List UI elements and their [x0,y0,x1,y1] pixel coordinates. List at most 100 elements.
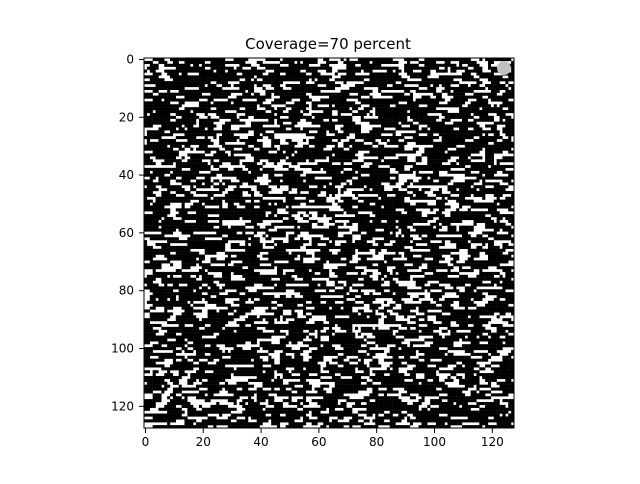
heatmap-cell [305,323,309,328]
heatmap-cell [508,321,514,325]
heatmap-cell [239,202,249,206]
heatmap-cell [311,231,321,235]
heatmap-cell [372,234,382,238]
heatmap-cell [409,179,414,183]
heatmap-cell [392,95,396,99]
heatmap-cell [170,248,176,252]
heatmap-cell [461,295,468,299]
heatmap-cell [198,141,205,145]
heatmap-cell [424,349,434,354]
heatmap-cell [224,78,231,82]
heatmap-cell [196,173,200,177]
heatmap-cell [326,115,335,119]
heatmap-cell [187,118,197,122]
heatmap-cell [305,295,309,299]
heatmap-cell [329,98,338,102]
heatmap-cell [300,193,307,197]
heatmap-cell [378,63,382,67]
heatmap-cell [337,159,344,163]
heatmap-cell [146,277,156,281]
heatmap-cell [222,338,229,342]
heatmap-cell [398,219,402,223]
heatmap-cell [464,321,474,325]
heatmap-cell [282,190,286,195]
heatmap-cell [430,147,437,151]
heatmap-cell [490,136,497,140]
heatmap-cell [248,84,252,88]
heatmap-cell [224,367,229,371]
heatmap-cell [271,199,281,203]
heatmap-cell [461,216,471,221]
heatmap-cell [360,318,367,322]
heatmap-cell [190,164,197,169]
heatmap-cell [401,86,408,90]
heatmap-cell [430,208,434,212]
heatmap-cell [383,292,393,296]
heatmap-cell [438,164,445,169]
heatmap-cell [227,159,237,163]
heatmap-cell [456,283,460,287]
heatmap-cell [175,179,179,183]
heatmap-cell [418,355,422,359]
heatmap-cell [320,248,330,252]
heatmap-cell [276,370,283,374]
heatmap-cell [329,150,338,154]
heatmap-cell [461,118,468,122]
heatmap-cell [207,86,211,90]
heatmap-cell [505,190,512,195]
heatmap-cell [360,118,364,122]
heatmap-cell [369,185,376,189]
heatmap-cell [441,266,448,270]
heatmap-cell [430,266,437,270]
heatmap-cell [505,306,509,310]
heatmap-cell [438,280,448,284]
heatmap-cell [216,78,226,82]
heatmap-cell [430,101,440,105]
heatmap-cell [511,306,514,310]
heatmap-cell [187,361,194,365]
heatmap-cell [383,245,390,249]
heatmap-cell [444,315,454,319]
heatmap-cell [467,147,471,151]
heatmap-cell [152,234,159,238]
heatmap-cell [190,321,194,325]
heatmap-cell [233,188,243,192]
heatmap-cell [337,361,344,365]
heatmap-cell [152,254,156,258]
heatmap-cell [317,86,327,90]
heatmap-cell [456,92,466,96]
heatmap-cell [433,92,442,96]
heatmap-cell [418,349,425,354]
heatmap-cell [450,373,454,377]
heatmap-cell [487,332,497,336]
heatmap-cell [441,289,451,293]
heatmap-cell [314,136,318,140]
heatmap-cell [447,303,451,307]
heatmap-cell [479,306,489,310]
heatmap-cell [386,352,390,356]
heatmap-cell [219,130,223,134]
heatmap-cell [381,112,385,117]
heatmap-cell [149,306,153,310]
heatmap-cell [323,245,333,249]
heatmap-cell [259,361,263,365]
heatmap-cell [485,251,492,255]
heatmap-cell [334,335,344,339]
heatmap-cell [233,338,243,342]
heatmap-cell [161,378,165,382]
heatmap-cell [248,167,252,171]
heatmap-cell [395,266,399,270]
heatmap-cell [424,352,434,356]
heatmap-cell [210,257,217,261]
heatmap-cell [499,193,503,197]
heatmap-cell [282,92,292,96]
heatmap-cell [170,225,179,229]
heatmap-cell [288,297,295,302]
heatmap-cell [317,297,324,302]
heatmap-cell [172,176,176,180]
heatmap-cell [250,237,255,241]
heatmap-cell [271,138,278,143]
heatmap-cell [178,225,188,229]
heatmap-cell [222,167,229,171]
heatmap-cell [253,318,263,322]
